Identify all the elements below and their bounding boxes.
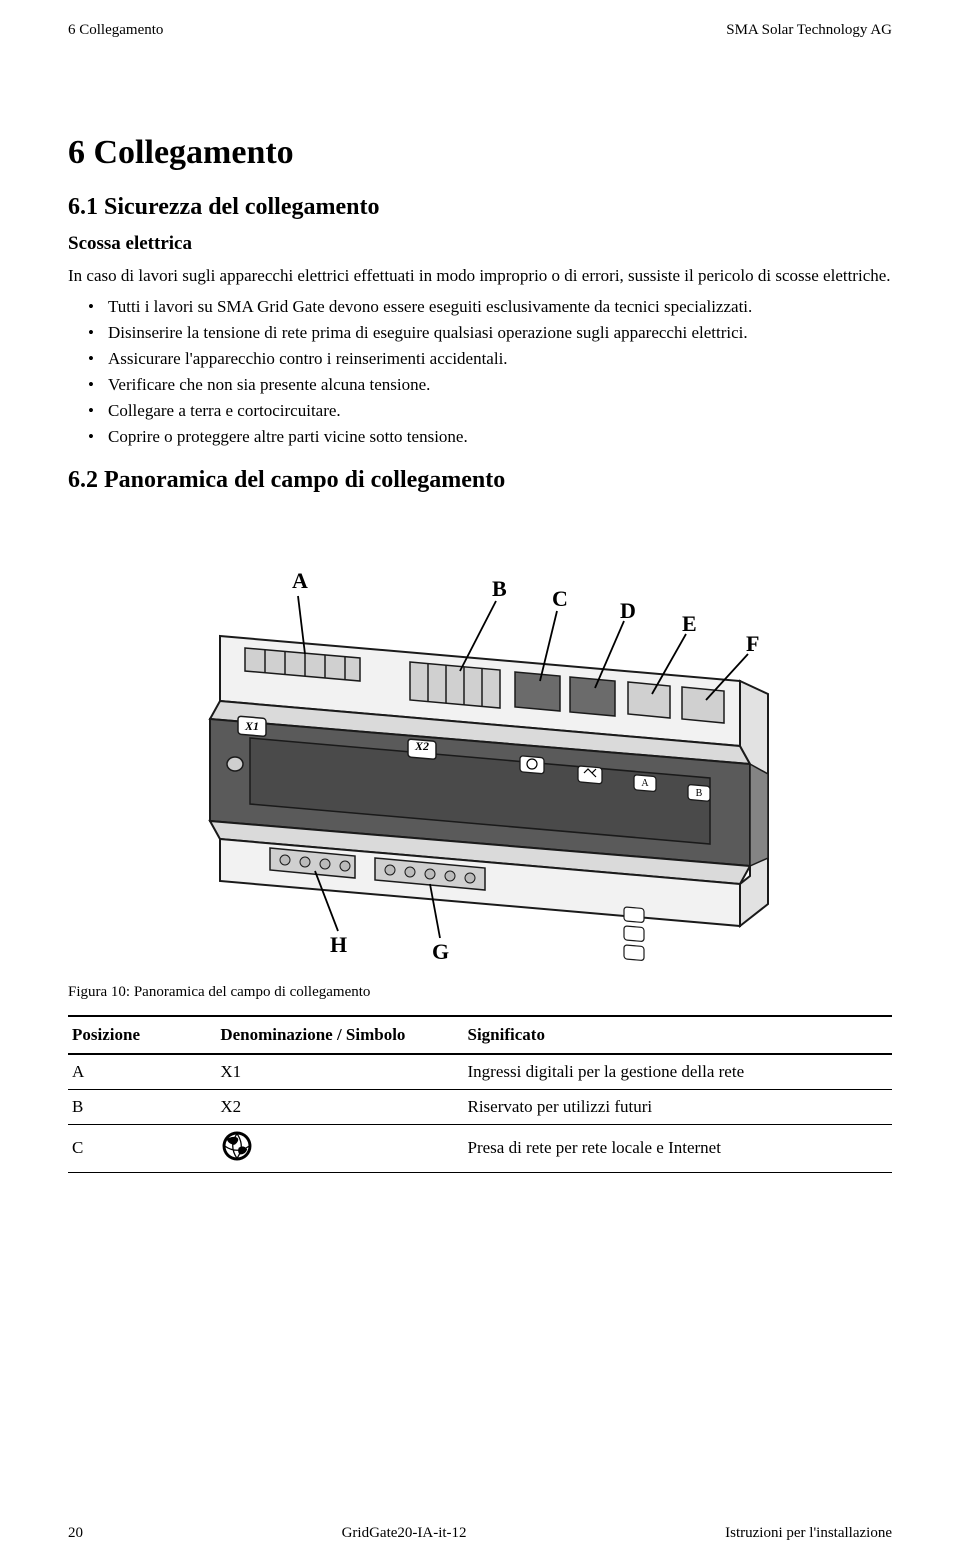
globe-icon — [220, 1129, 254, 1163]
chapter-title: 6 Collegamento — [68, 134, 892, 172]
svg-text:B: B — [696, 788, 703, 799]
th-significance: Significato — [464, 1016, 893, 1054]
section-6-1-para: In caso di lavori sugli apparecchi elett… — [68, 265, 892, 288]
svg-text:A: A — [292, 568, 308, 593]
svg-text:C: C — [552, 586, 568, 611]
device-figure: X1 X2 — [68, 506, 892, 966]
list-item: Verificare che non sia presente alcuna t… — [68, 374, 892, 397]
svg-text:A: A — [641, 778, 649, 789]
th-denomination: Denominazione / Simbolo — [216, 1016, 463, 1054]
svg-text:X1: X1 — [244, 719, 259, 733]
list-item: Collegare a terra e cortocircuitare. — [68, 400, 892, 423]
device-illustration: X1 X2 — [100, 506, 860, 966]
list-item: Assicurare l'apparecchio contro i reinse… — [68, 348, 892, 371]
svg-text:E: E — [682, 611, 697, 636]
section-6-2-heading: 6.2 Panoramica del campo di collegamento — [68, 467, 892, 494]
doc-type: Istruzioni per l'installazione — [725, 1525, 892, 1542]
svg-text:H: H — [330, 932, 347, 957]
svg-text:G: G — [432, 939, 449, 964]
bullet-list: Tutti i lavori su SMA Grid Gate devono e… — [68, 296, 892, 449]
section-6-1-sub: Scossa elettrica — [68, 233, 892, 255]
table-row: C Presa di rete per rete locale e Intern… — [68, 1124, 892, 1172]
svg-text:B: B — [492, 576, 507, 601]
globe-cell — [216, 1124, 463, 1172]
doc-code: GridGate20-IA-it-12 — [342, 1525, 467, 1542]
table-row: A X1 Ingressi digitali per la gestione d… — [68, 1054, 892, 1090]
list-item: Tutti i lavori su SMA Grid Gate devono e… — [68, 296, 892, 319]
table-row: B X2 Riservato per utilizzi futuri — [68, 1089, 892, 1124]
page-number: 20 — [68, 1525, 83, 1542]
header-right: SMA Solar Technology AG — [726, 22, 892, 39]
section-6-1-heading: 6.1 Sicurezza del collegamento — [68, 194, 892, 221]
connection-table: Posizione Denominazione / Simbolo Signif… — [68, 1015, 892, 1173]
svg-text:F: F — [746, 631, 759, 656]
list-item: Disinserire la tensione di rete prima di… — [68, 322, 892, 345]
list-item: Coprire o proteggere altre parti vicine … — [68, 426, 892, 449]
svg-text:D: D — [620, 598, 636, 623]
header-left: 6 Collegamento — [68, 22, 163, 39]
svg-text:X2: X2 — [414, 739, 429, 753]
th-position: Posizione — [68, 1016, 216, 1054]
figure-caption: Figura 10: Panoramica del campo di colle… — [68, 984, 892, 1001]
